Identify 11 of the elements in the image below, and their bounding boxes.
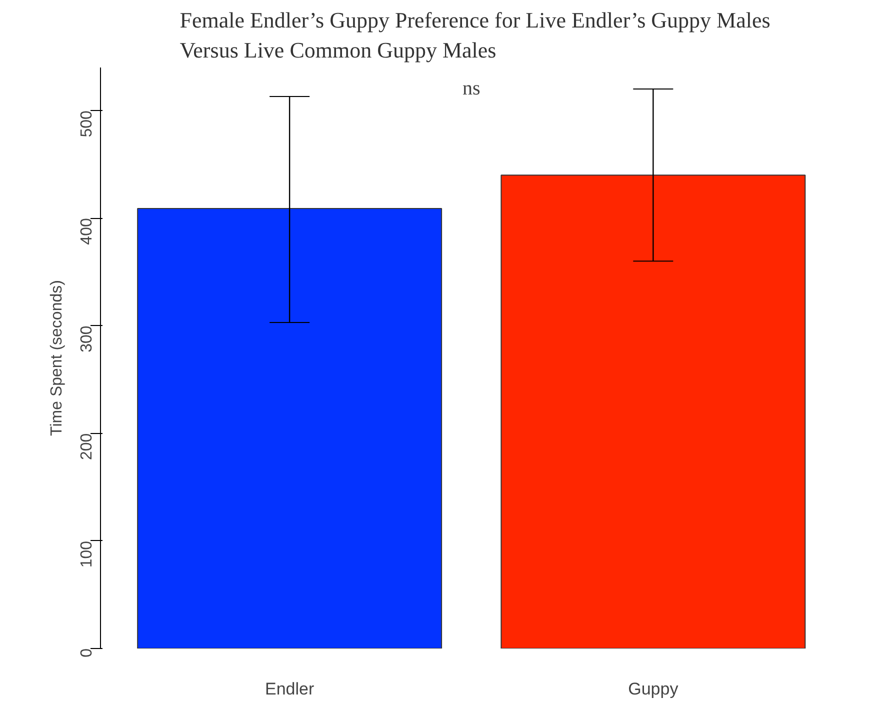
y-tick-label: 300 (78, 326, 96, 352)
x-tick-label: Guppy (628, 680, 679, 698)
y-axis-title: Time Spent (seconds) (48, 280, 66, 436)
y-tick-label: 100 (78, 540, 96, 568)
annotation: ns (462, 77, 480, 100)
y-tick-label: 200 (78, 433, 96, 460)
chart-title: Female Endler’s Guppy Preference for Live Endler’s Guppy Males Versus Live Common Guppy Males (180, 8, 770, 62)
x-tick-label: Endler (265, 680, 314, 698)
y-tick-label: 0 (78, 648, 96, 658)
y-tick-label: 500 (78, 110, 96, 138)
y-tick-label: 400 (78, 218, 96, 245)
